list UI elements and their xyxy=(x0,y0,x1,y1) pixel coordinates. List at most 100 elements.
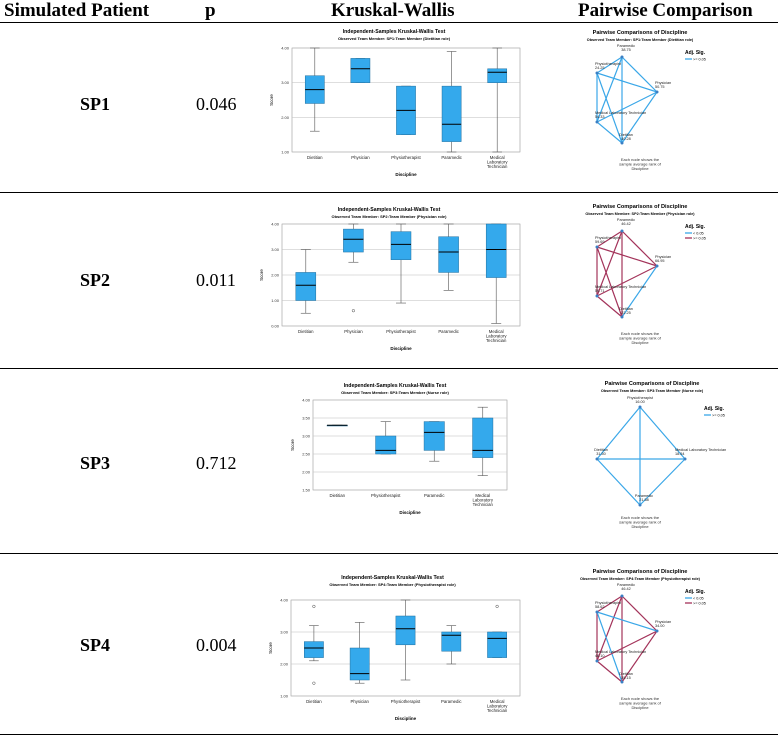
network-note-line: Each node shows the xyxy=(621,331,660,336)
edge-physio-physician xyxy=(596,72,658,93)
y-axis-label: Score xyxy=(259,269,264,281)
header-pairwise-comparison: Pairwise Comparison xyxy=(578,0,753,21)
node-physician xyxy=(655,90,659,94)
x-tick-label: Physiotherapist xyxy=(386,329,416,334)
node-rank: 38.75 xyxy=(621,48,631,52)
y-tick-label: 1.00 xyxy=(280,694,289,699)
edge-paramedic-physio xyxy=(596,230,623,248)
chart-subtitle: Observed Team Member: SP4:Team Member (P… xyxy=(329,582,456,587)
node-rank: 46.42 xyxy=(621,222,631,226)
node-label: Physician xyxy=(655,255,671,259)
network-subtitle: Observed Team Member: SP3:Team Member (N… xyxy=(601,389,704,393)
row-label-sp2: SP2 xyxy=(80,270,111,290)
x-tick-label: Laboratory xyxy=(487,160,508,165)
legend-title: Adj. Sig. xyxy=(704,406,725,412)
node-label: Medical Laboratory Technician xyxy=(595,285,646,289)
node-rank: 50.75 xyxy=(655,85,665,89)
edge-physio-physician xyxy=(596,611,658,632)
network-subtitle: Observed Team Member: SP1:Team Member (D… xyxy=(587,38,694,42)
x-tick-label: Medical xyxy=(490,155,505,160)
node-paramedic xyxy=(620,229,624,233)
x-tick-label: Paramedic xyxy=(424,493,445,498)
edge-paramedic-physician xyxy=(621,230,658,267)
edge-physician-mlt xyxy=(596,630,658,662)
rule-row-3 xyxy=(0,553,778,554)
edge-paramedic-mlt xyxy=(596,230,623,297)
x-tick-label: Technician xyxy=(486,338,507,343)
y-tick-label: 3.00 xyxy=(302,434,311,439)
y-axis-label: Score xyxy=(269,94,274,106)
network-note-line: Discipline xyxy=(631,166,649,171)
node-rank: 46.42 xyxy=(621,587,631,591)
x-tick-label: Laboratory xyxy=(486,334,507,339)
box-2 xyxy=(375,435,397,455)
x-tick-label: Technician xyxy=(473,502,494,507)
node-label: Medical Laboratory Technician xyxy=(675,448,726,452)
node-label: Paramedic xyxy=(617,218,635,222)
network-note-line: sample average rank of xyxy=(619,162,662,167)
edge-paramedic-mlt xyxy=(596,595,623,662)
row-label-sp4: SP4 xyxy=(80,635,111,655)
x-tick-label: Dietitian xyxy=(329,493,345,498)
node-label: Paramedic xyxy=(617,583,635,587)
y-tick-label: 2.00 xyxy=(271,273,280,278)
edge-physio-physician xyxy=(596,246,658,267)
y-tick-label: 1.00 xyxy=(281,150,290,155)
x-tick-label: Paramedic xyxy=(438,329,459,334)
x-tick-label: Medical xyxy=(489,329,504,334)
node-physio xyxy=(638,405,642,409)
pairwise-network-sp2: Pairwise Comparisons of Discipline Observ… xyxy=(585,204,705,345)
x-tick-label: Physician xyxy=(344,329,363,334)
x-tick-label: Laboratory xyxy=(472,498,493,503)
y-tick-label: 2.50 xyxy=(302,452,311,457)
x-tick-label: Dietitian xyxy=(307,155,323,160)
x-tick-label: Paramedic xyxy=(441,699,462,704)
row-label-sp3: SP3 xyxy=(80,453,111,473)
p-value-sp1: 0.046 xyxy=(196,94,237,114)
edge-paramedic-physio xyxy=(596,595,623,613)
x-tick-label: Medical xyxy=(490,699,505,704)
chart-title: Independent-Samples Kruskal-Wallis Test xyxy=(341,575,444,581)
y-tick-label: 3.00 xyxy=(281,80,290,85)
node-rank: 21.58 xyxy=(639,498,649,502)
x-tick-label: Physiotherapist xyxy=(371,493,401,498)
network-note-line: Each node shows the xyxy=(621,157,660,162)
network-title: Pairwise Comparisons of Discipline xyxy=(593,204,688,210)
chart-title: Independent-Samples Kruskal-Wallis Test xyxy=(338,207,441,213)
edge-paramedic-physician xyxy=(621,56,658,93)
outlier-point xyxy=(495,604,499,608)
node-rank: 22.25 xyxy=(621,311,631,315)
y-tick-label: 2.00 xyxy=(281,115,290,120)
outlier-point xyxy=(312,681,316,685)
node-rank: 59.71 xyxy=(595,289,605,293)
node-label: Dietitian xyxy=(619,672,633,676)
rule-bottom xyxy=(0,734,778,735)
x-tick-label: Technician xyxy=(487,708,508,713)
legend-label: >= 0.05 xyxy=(712,413,725,417)
x-tick-label: Physiotherapist xyxy=(391,699,421,704)
box-1 xyxy=(295,272,317,301)
node-physio xyxy=(595,245,599,249)
node-rank: 34.00 xyxy=(655,624,665,628)
node-rank: 59.69 xyxy=(595,240,605,244)
box-3 xyxy=(423,421,445,451)
legend-title: Adj. Sig. xyxy=(685,50,706,56)
rule-row-1 xyxy=(0,192,778,193)
node-physio xyxy=(595,610,599,614)
y-axis-label: Score xyxy=(290,439,295,451)
node-rank: 31.50 xyxy=(596,452,606,456)
node-label: Medical Laboratory Technician xyxy=(595,111,646,115)
network-note-line: sample average rank of xyxy=(619,336,662,341)
edge-dietitian-paramedic xyxy=(596,458,641,506)
y-tick-label: 4.00 xyxy=(281,46,290,51)
outlier-point xyxy=(351,309,355,313)
x-axis-label: Discipline xyxy=(395,172,417,177)
edge-paramedic-physician xyxy=(621,595,658,632)
rule-top xyxy=(0,22,778,23)
y-tick-label: 4.00 xyxy=(280,598,289,603)
node-paramedic xyxy=(620,55,624,59)
p-value-sp3: 0.712 xyxy=(196,453,237,473)
kruskal-wallis-chart-sp3: Independent-Samples Kruskal-Wallis TestO… xyxy=(290,383,508,515)
node-label: Physiotherapist xyxy=(595,601,622,605)
chart-subtitle: Observed Team Member: SP1:Team Member (D… xyxy=(338,36,451,41)
